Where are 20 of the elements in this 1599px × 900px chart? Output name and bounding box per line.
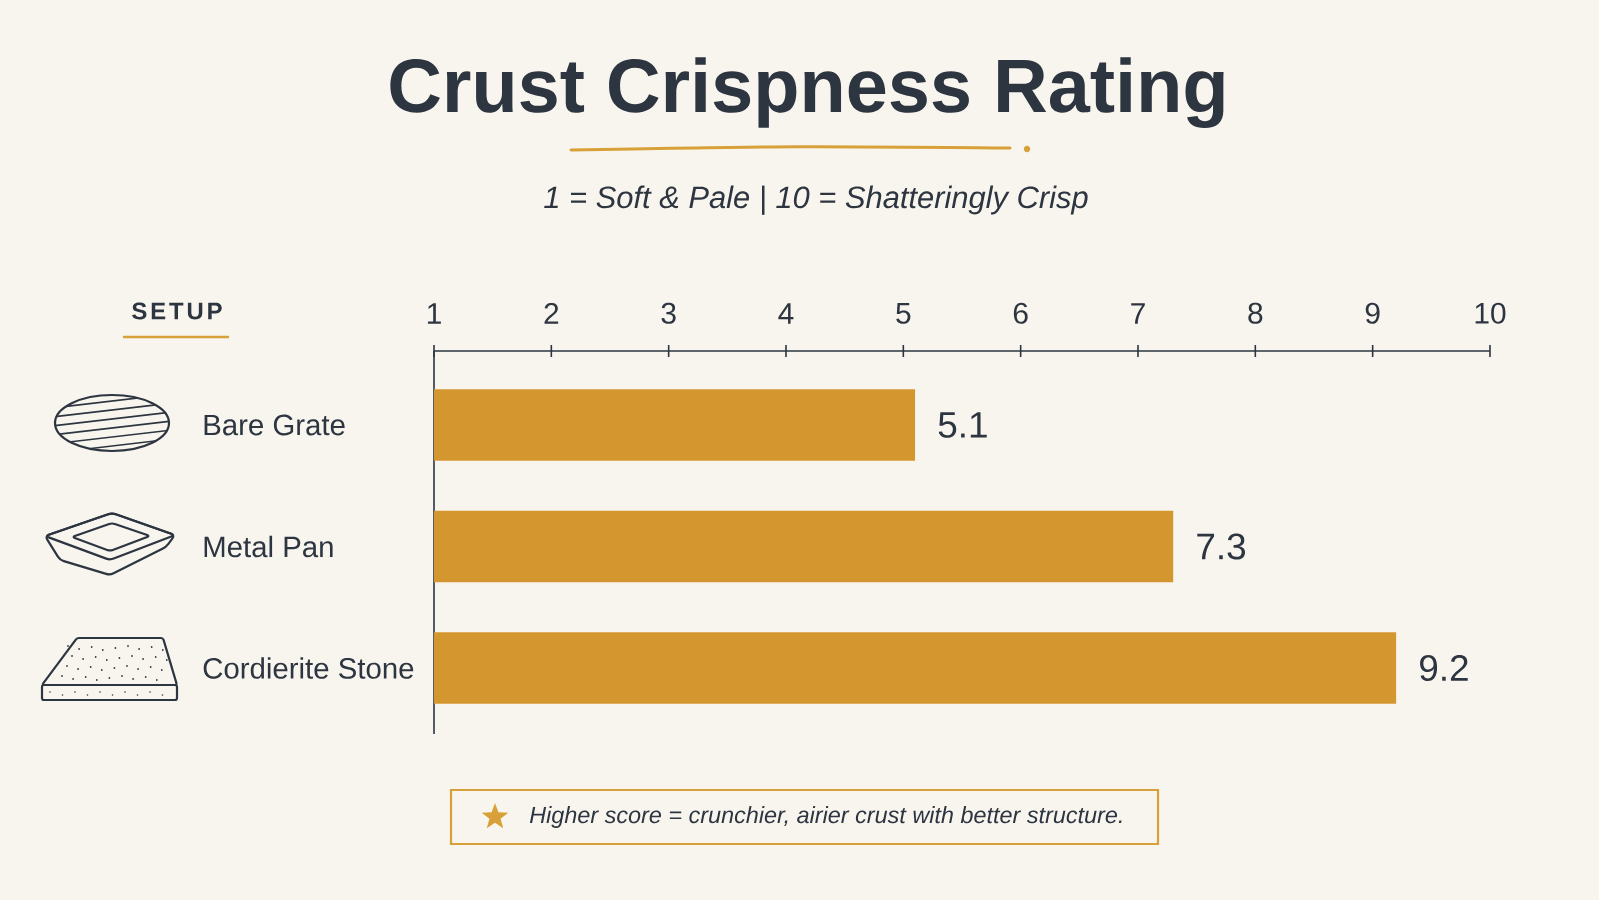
y-tick-label: Cordierite Stone	[203, 657, 414, 679]
y-tick-label: Bare Grate	[204, 414, 345, 436]
x-tick-label: 10	[1475, 302, 1506, 324]
data-label: 5.1	[938, 412, 987, 438]
data-label: 9.2	[1420, 654, 1468, 682]
y-axis-title: SETUP	[132, 302, 222, 320]
chart-subtitle: 1 = Soft & Pale | 10 = Shatteringly Crisp	[544, 185, 1088, 215]
y-tick-label: Metal Pan	[204, 535, 333, 558]
data-label: 7.3	[1197, 533, 1246, 560]
x-tick-label: 5	[896, 302, 911, 324]
x-tick-label: 2	[544, 302, 559, 324]
x-tick-label: 6	[1013, 302, 1028, 324]
x-tick-label: 9	[1365, 302, 1380, 324]
chart-title: Crust Crispness Rating	[390, 57, 1224, 129]
x-tick-label: 4	[778, 303, 794, 324]
x-tick-label: 8	[1248, 302, 1263, 324]
x-tick-label: 3	[661, 302, 676, 324]
text: Higher score = crunchier, airier crust with better structure.	[529, 806, 1122, 828]
x-tick-label: 1	[427, 303, 441, 324]
x-tick-label: 7	[1131, 303, 1145, 324]
